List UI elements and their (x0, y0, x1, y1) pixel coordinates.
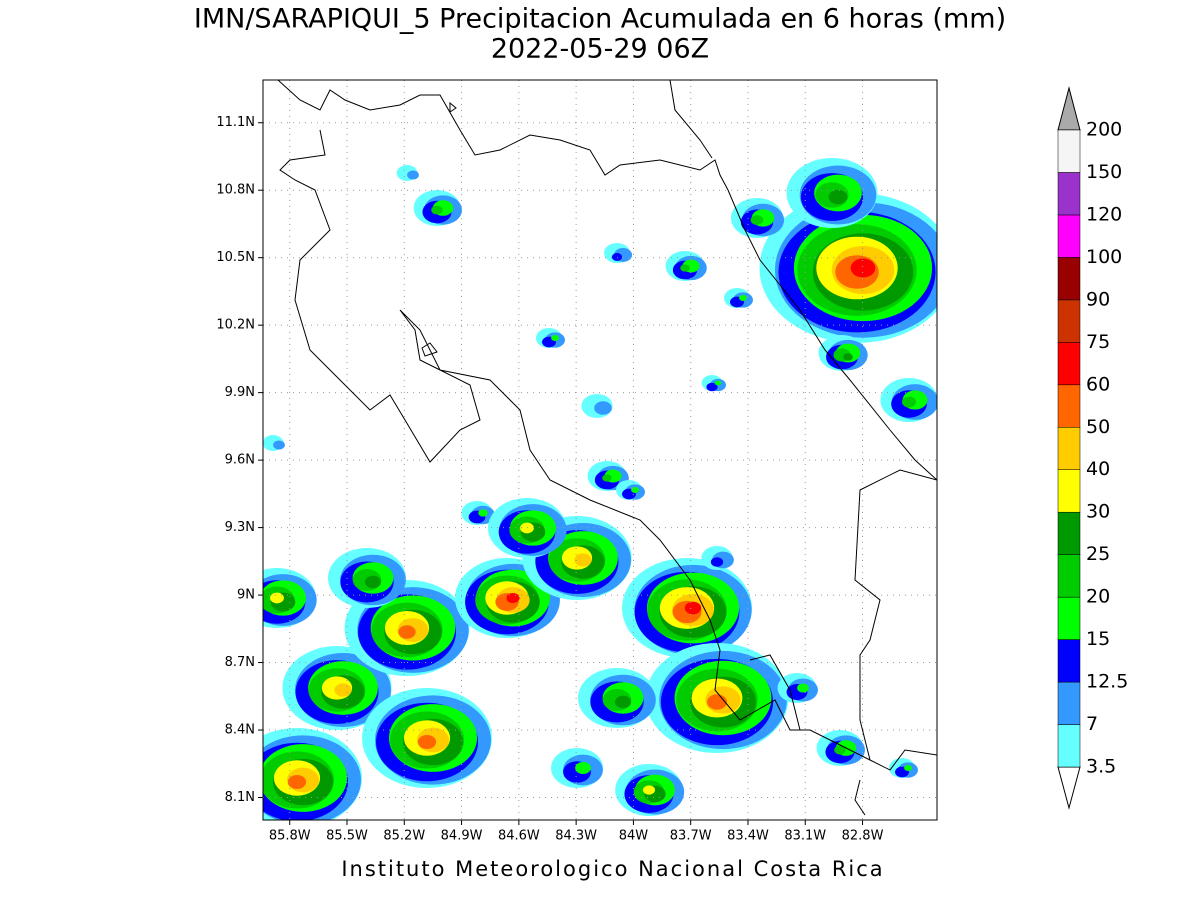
precip-area (750, 215, 764, 225)
colorbar-label: 120 (1086, 203, 1122, 225)
colorbar-label: 100 (1086, 246, 1122, 268)
colorbar-label: 150 (1086, 161, 1122, 183)
precip-area (901, 396, 917, 408)
precip-area (407, 170, 419, 180)
precip-area (431, 205, 443, 215)
precip-area (834, 745, 846, 755)
x-tick-label: 85.2W (383, 829, 425, 844)
y-tick-label: 10.2N (216, 318, 255, 333)
x-tick-label: 83.4W (727, 829, 769, 844)
colorbar-segment (1057, 639, 1081, 683)
precip-area (364, 575, 382, 589)
colorbar-label: 75 (1086, 331, 1110, 353)
colorbar-label: 20 (1086, 586, 1110, 608)
colorbar-label: 200 (1086, 119, 1122, 141)
x-tick-label: 85.5W (326, 829, 368, 844)
colorbar-segment (1057, 384, 1081, 428)
precip-area (828, 189, 848, 205)
precip-area (843, 353, 853, 361)
colorbar-segment (1057, 172, 1081, 216)
plot-frame (262, 79, 938, 821)
precip-area (614, 695, 632, 709)
colorbar-segment (1057, 469, 1081, 513)
colorbar-segment (1057, 257, 1081, 301)
colorbar-segment (1057, 511, 1081, 555)
colorbar-label: 30 (1086, 501, 1110, 523)
colorbar-segment (1057, 724, 1081, 768)
y-tick-label: 11.1N (216, 115, 255, 130)
subtitle: 2022-05-29 06Z (491, 34, 709, 65)
precip-area (611, 253, 623, 261)
x-tick-label: 84W (619, 829, 649, 844)
colorbar-label: 50 (1086, 416, 1110, 438)
precip-area (398, 625, 416, 639)
x-tick-label: 83.1W (784, 829, 826, 844)
precip-area (850, 258, 876, 278)
colorbar-label: 7 (1086, 713, 1098, 735)
precip-area (287, 775, 307, 789)
precip-area (574, 553, 592, 567)
colorbar-over (1057, 86, 1081, 131)
title: IMN/SARAPIQUI_5 Precipitacion Acumulada … (194, 4, 1006, 35)
x-tick-label: 83.7W (670, 829, 712, 844)
precip-area (707, 694, 727, 710)
y-tick-label: 9N (237, 588, 255, 603)
colorbar-label: 25 (1086, 543, 1110, 565)
precip-area (739, 294, 747, 302)
precip-area (575, 761, 591, 775)
precip-area (797, 683, 809, 693)
colorbar: 3.5 7 12.5 15 20 25 30 40 50 60 75 90 100 120 150 200 (1057, 86, 1128, 810)
precip-area (680, 264, 690, 272)
colorbar-under (1057, 766, 1081, 810)
colorbar-label: 15 (1086, 628, 1110, 650)
x-tick-label: 84.6W (498, 829, 540, 844)
precip-area (506, 592, 520, 604)
colorbar-label: 12.5 (1086, 671, 1128, 693)
y-tick-label: 10.5N (216, 250, 255, 265)
colorbar-segment (1057, 554, 1081, 598)
precip-area (551, 334, 559, 342)
y-tick-label: 10.8N (216, 183, 255, 198)
x-tick-label: 85.8W (269, 829, 311, 844)
precip-area (594, 401, 612, 415)
y-tick-label: 9.3N (225, 520, 255, 535)
y-tick-label: 9.6N (225, 453, 255, 468)
precip-area (642, 785, 656, 795)
colorbar-label: 40 (1086, 458, 1110, 480)
colorbar-segment (1057, 681, 1081, 725)
precip-area (904, 764, 912, 772)
coastline (277, 80, 937, 816)
precip-area (417, 735, 437, 749)
grid: 85.8W 85.5W 85.2W 84.9W 84.6W 84.3W 84W 83.7W 83… (216, 80, 937, 844)
precip-area (478, 509, 488, 517)
colorbar-segment (1057, 596, 1081, 640)
y-tick-label: 8.7N (225, 655, 255, 670)
x-tick-label: 82.8W (842, 829, 884, 844)
precip-area (714, 380, 722, 386)
colorbar-segment (1057, 427, 1081, 470)
footer: Instituto Meteorologico Nacional Costa R… (341, 857, 884, 881)
colorbar-label: 60 (1086, 373, 1110, 395)
precip-area (706, 382, 718, 392)
colorbar-segment (1057, 214, 1081, 258)
x-tick-label: 84.9W (441, 829, 483, 844)
precip-area (270, 592, 284, 604)
y-tick-label: 9.9N (225, 385, 255, 400)
y-tick-label: 8.1N (225, 790, 255, 805)
y-tick-label: 8.4N (225, 723, 255, 738)
precip-layer (263, 158, 937, 820)
precip-area (273, 440, 285, 450)
colorbar-label: 90 (1086, 288, 1110, 310)
colorbar-label: 3.5 (1086, 756, 1116, 778)
x-tick-label: 84.3W (555, 829, 597, 844)
colorbar-segment (1057, 342, 1081, 386)
precip-area (602, 474, 612, 482)
precip-area (631, 486, 639, 494)
precip-area (710, 557, 724, 567)
colorbar-segment (1057, 299, 1081, 343)
precip-area (684, 601, 702, 615)
precip-area (334, 683, 352, 697)
colorbar-segment (1057, 129, 1081, 173)
